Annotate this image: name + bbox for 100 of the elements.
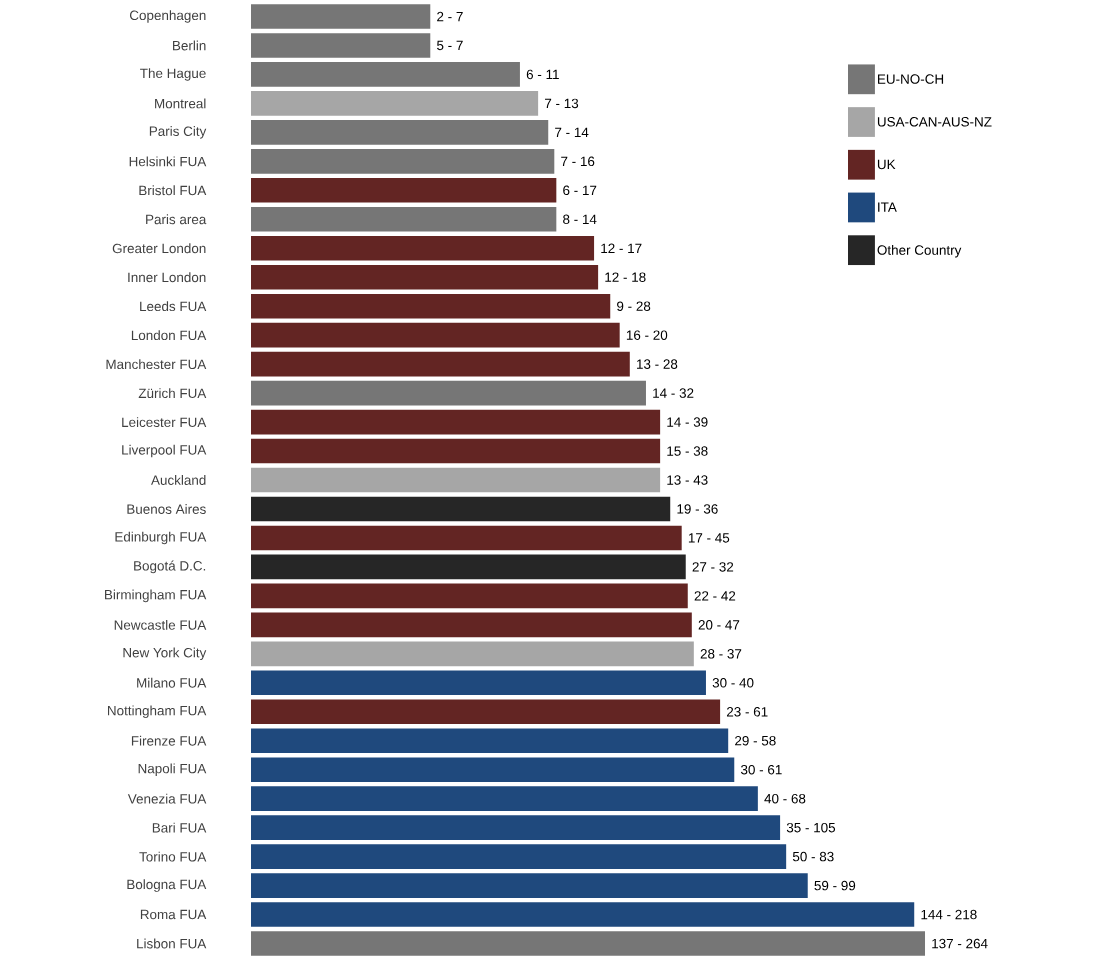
text: 8 - 14 [563,214,597,225]
y-tick-label: Copenhagen [129,10,206,23]
text: 5 - 7 [437,40,463,51]
text: 15 - 38 [667,446,708,456]
legend-label: EU-NO-CH [878,74,944,84]
y-tick-label: Firenze FUA [131,735,207,746]
y-tick-label: Leeds FUA [140,301,207,312]
text: 22 - 42 [694,591,736,601]
bar [251,931,926,956]
text: 27 - 32 [692,562,734,572]
y-tick-label: Venezia FUA [127,793,207,804]
bar [251,612,692,638]
bar [251,728,729,754]
legend-label: Other Country [877,245,962,258]
text: 6 - 11 [526,69,559,80]
bar [251,322,620,348]
y-tick-label: Buenos Aires [127,504,206,514]
y-tick-label: Greater London [112,243,206,254]
y-tick-label: Paris City [149,126,207,139]
y-tick-label: Bologna FUA [127,879,207,892]
y-tick-label: Berlin [173,40,206,51]
bar [251,815,781,840]
text: 13 - 28 [637,359,678,369]
text: 12 - 17 [601,243,642,253]
text: 7 - 16 [561,156,595,167]
y-tick-label: Liverpool FUA [122,444,207,458]
bar [251,4,431,29]
y-tick-label: London FUA [131,330,207,341]
text: 2 - 7 [437,11,463,22]
bar [251,496,671,522]
bar [251,438,661,464]
text: 144 - 218 [921,909,977,920]
text: 12 - 18 [605,272,646,282]
y-tick-label: Nottingham FUA [108,705,207,719]
bar [251,583,688,609]
bar [251,467,661,493]
y-tick-label: Bristol FUA [139,185,207,196]
text: 59 - 99 [814,880,856,891]
bar [251,786,758,811]
y-tick-label: Manchester FUA [106,359,207,370]
y-tick-label: Montreal [155,98,206,109]
bar [251,757,735,783]
bar [251,264,599,290]
text: 6 - 17 [563,185,597,196]
text: 23 - 61 [726,707,768,717]
text: 7 - 13 [545,98,579,109]
text: 14 - 39 [667,417,708,427]
y-tick-label: Bogotá D.C. [134,560,206,574]
bar [251,699,721,725]
y-tick-label: Zürich FUA [138,388,207,399]
text: 19 - 36 [677,504,718,514]
y-tick-label: The Hague [140,68,206,81]
y-tick-label: Newcastle FUA [114,619,207,630]
legend-label: ITA [878,202,897,212]
text: 9 - 28 [617,301,651,311]
bar [251,554,686,580]
bar [251,235,595,261]
text: 20 - 47 [698,620,740,630]
bar [251,409,661,435]
bar [251,120,549,145]
bar [251,206,557,232]
bar [251,149,555,174]
y-tick-label: Birmingham FUA [105,589,207,603]
y-tick-label: Napoli FUA [138,763,207,776]
y-tick-label: Edinburgh FUA [115,531,207,545]
bar [251,902,915,927]
bar [251,844,787,869]
bar [251,873,808,898]
text: 29 - 58 [735,735,776,746]
y-tick-label: Inner London [128,272,206,283]
bar [251,525,682,551]
text: 30 - 40 [712,678,754,688]
y-tick-label: Milano FUA [137,677,207,688]
y-tick-label: Helsinki FUA [129,156,207,167]
y-tick-label: Auckland [151,475,206,485]
bar [251,33,431,58]
text: 7 - 14 [555,127,589,137]
text: 50 - 83 [792,851,834,862]
bar [251,91,539,116]
text: 17 - 45 [688,533,730,543]
text: 16 - 20 [626,330,668,340]
y-tick-label: New York City [123,647,207,661]
bar [251,62,520,87]
y-tick-label: Bari FUA [152,822,207,833]
bar [251,351,630,377]
y-tick-label: Lisbon FUA [137,938,207,949]
text: 35 - 105 [786,822,836,833]
bar [251,380,646,406]
y-tick-label: Torino FUA [139,851,207,862]
y-tick-label: Roma FUA [140,909,207,920]
text: 13 - 43 [667,475,708,485]
y-tick-label: Paris area [146,214,207,225]
text: 30 - 61 [740,764,782,775]
text: 137 - 264 [932,938,988,949]
bar [251,178,557,203]
bar [251,293,611,319]
text: 14 - 32 [653,388,694,398]
bar [251,670,706,696]
bar [251,641,694,667]
text: 28 - 37 [700,649,742,659]
